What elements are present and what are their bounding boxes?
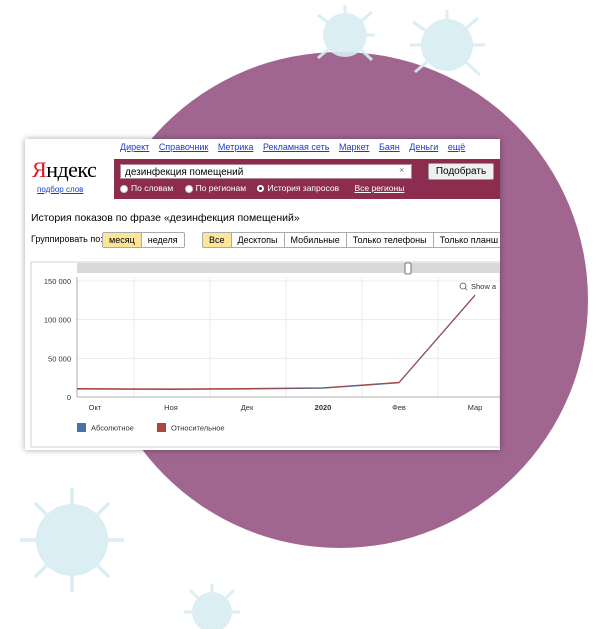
page-title: История показов по фразе «дезинфекция по… bbox=[31, 212, 300, 224]
zoom-icon-handle bbox=[464, 287, 468, 291]
x-tick-label: Фев bbox=[392, 403, 406, 412]
nav-link-direct[interactable]: Директ bbox=[120, 142, 150, 152]
radio-icon bbox=[120, 184, 128, 193]
y-axis: 0 50 000 100 000 150 000 bbox=[44, 277, 78, 402]
range-handle[interactable] bbox=[404, 262, 412, 275]
radio-label: История запросов bbox=[267, 183, 340, 193]
nav-link-bayan[interactable]: Баян bbox=[378, 142, 400, 152]
x-tick-label: 2020 bbox=[315, 403, 332, 412]
device-tab-desktop[interactable]: Десктопы bbox=[231, 233, 285, 247]
virus-icon bbox=[20, 488, 124, 592]
device-filter-tabs: Все Десктопы Мобильные Только телефоны Т… bbox=[202, 232, 500, 248]
chart-legend: Абсолютное Относительное bbox=[77, 423, 225, 433]
legend-swatch[interactable] bbox=[157, 423, 166, 432]
yandex-logo[interactable]: Яндекс bbox=[32, 157, 97, 183]
group-by-week-button[interactable]: неделя bbox=[141, 233, 184, 247]
y-tick-label: 100 000 bbox=[44, 316, 71, 325]
device-tab-phones-only[interactable]: Только телефоны bbox=[346, 233, 434, 247]
y-tick-label: 0 bbox=[67, 393, 71, 402]
search-button[interactable]: Подобрать bbox=[428, 163, 494, 180]
device-tab-tablets-only[interactable]: Только планш bbox=[433, 233, 500, 247]
legend-swatch[interactable] bbox=[77, 423, 86, 432]
wordstat-link[interactable]: подбор слов bbox=[37, 185, 84, 194]
range-navigator-bar bbox=[77, 263, 500, 273]
show-all-control[interactable]: Show a bbox=[459, 282, 497, 291]
radio-by-regions[interactable]: По регионам bbox=[184, 183, 247, 193]
nav-link-money[interactable]: Деньги bbox=[409, 142, 439, 152]
search-input[interactable]: дезинфекция помещений bbox=[120, 164, 412, 179]
x-tick-label: Ноя bbox=[164, 403, 178, 412]
history-chart: 0 50 000 100 000 150 000 Окт Ноя Дек 2020 Фев Ма… bbox=[30, 261, 500, 448]
nav-link-directory[interactable]: Справочник bbox=[158, 142, 209, 152]
radio-selected-icon bbox=[257, 185, 265, 193]
device-tab-mobile[interactable]: Мобильные bbox=[284, 233, 347, 247]
virus-icon bbox=[317, 5, 375, 62]
search-bar: дезинфекция помещений × Подобрать По сло… bbox=[114, 159, 500, 199]
top-navigation: Директ Справочник Метрика Рекламная сеть… bbox=[120, 142, 472, 152]
legend-label[interactable]: Относительное bbox=[171, 424, 225, 433]
radio-query-history[interactable]: История запросов bbox=[257, 183, 339, 193]
x-tick-label: Окт bbox=[89, 403, 102, 412]
series-line-relative bbox=[76, 294, 476, 390]
logo-first-letter: Я bbox=[32, 157, 47, 182]
nav-link-ad-network[interactable]: Рекламная сеть bbox=[262, 142, 330, 152]
nav-link-metrika[interactable]: Метрика bbox=[217, 142, 254, 152]
device-tab-all[interactable]: Все bbox=[203, 233, 232, 247]
radio-icon bbox=[184, 184, 193, 193]
nav-link-more[interactable]: ещё bbox=[447, 142, 466, 152]
search-mode-group: По словам По регионам История запросов В… bbox=[120, 183, 404, 193]
radio-label: По регионам bbox=[195, 183, 247, 193]
group-by-month-button[interactable]: месяц bbox=[103, 233, 142, 247]
show-all-label: Show a bbox=[471, 282, 497, 291]
zoom-icon bbox=[459, 282, 467, 290]
x-tick-label: Мар bbox=[468, 403, 483, 412]
yandex-wordstat-screenshot: Директ Справочник Метрика Рекламная сеть… bbox=[25, 139, 500, 450]
radio-by-words[interactable]: По словам bbox=[120, 183, 173, 193]
clear-icon[interactable]: × bbox=[399, 165, 405, 175]
all-regions-link[interactable]: Все регионы bbox=[354, 183, 405, 193]
group-by-toggle: месяц неделя bbox=[102, 232, 185, 248]
virus-icon bbox=[410, 10, 485, 77]
x-axis: Окт Ноя Дек 2020 Фев Мар bbox=[77, 396, 500, 412]
virus-icon bbox=[184, 584, 240, 629]
radio-label: По словам bbox=[131, 183, 174, 193]
y-tick-label: 50 000 bbox=[48, 354, 71, 363]
logo-rest: ндекс bbox=[46, 157, 97, 182]
chart-frame bbox=[30, 261, 500, 448]
nav-link-market[interactable]: Маркет bbox=[338, 142, 370, 152]
group-by-label: Группировать по: bbox=[31, 234, 103, 244]
legend-label[interactable]: Абсолютное bbox=[91, 424, 134, 433]
x-tick-label: Дек bbox=[241, 403, 254, 412]
y-tick-label: 150 000 bbox=[44, 277, 71, 286]
series-lines bbox=[76, 294, 476, 391]
